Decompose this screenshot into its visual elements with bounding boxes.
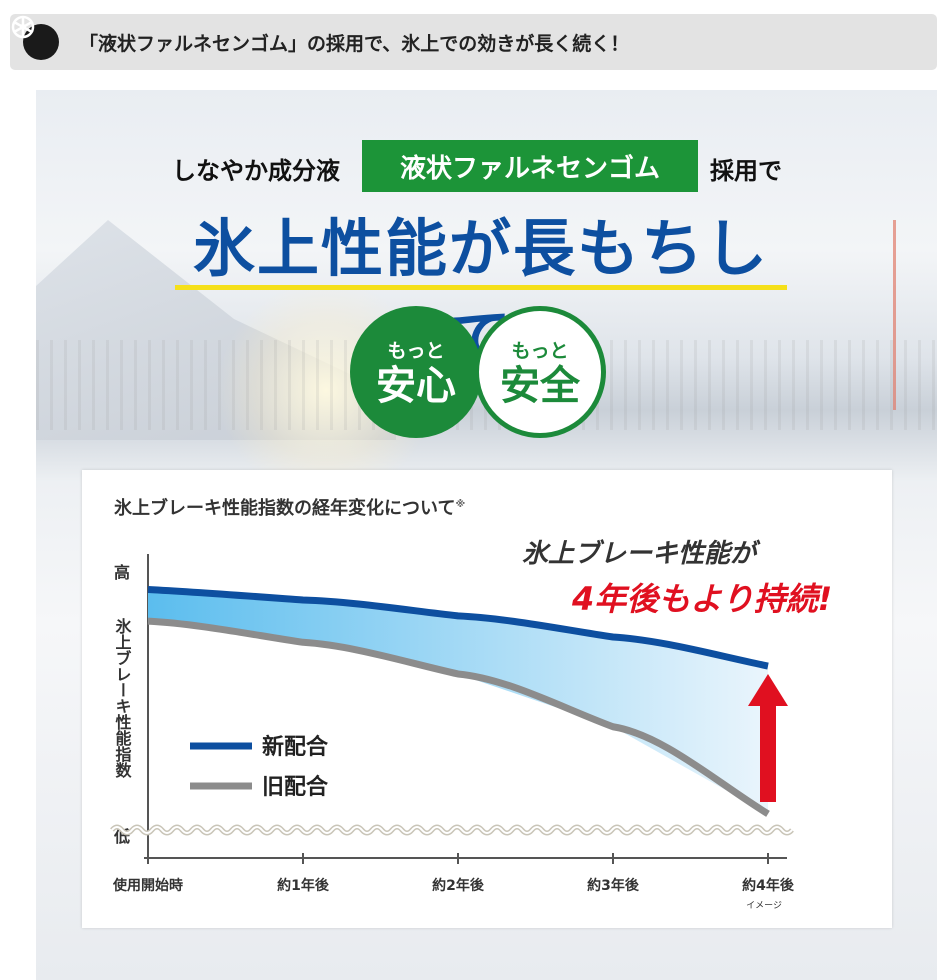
x-note: イメージ (746, 901, 782, 911)
header-text: 「液状ファルネセンゴム」の採用で、氷上での効きが長く続く！ (79, 32, 630, 55)
chart-title-note: ※ (455, 499, 466, 510)
hero-post-text: 採用で (710, 157, 782, 185)
x-tick-label: 約2年後 (432, 877, 485, 894)
legend-label: 新配合 (262, 734, 329, 760)
section-header: 「液状ファルネセンゴム」の採用で、氷上での効きが長く続く！ (10, 14, 937, 70)
chart-title-text: 氷上ブレーキ性能指数の経年変化について (114, 498, 456, 519)
y-high-label: 高 (114, 563, 130, 582)
x-tick-label: 約4年後 (742, 877, 795, 894)
legend-label: 旧配合 (262, 774, 329, 800)
hero-pre-text: しなやか成分液 (172, 157, 340, 185)
chart-panel: 氷上ブレーキ性能指数の経年変化について※ 高 低 氷上ブレーキ性能指数 新配合旧… (82, 470, 892, 928)
annotation-line1: 氷上ブレーキ性能が (522, 539, 761, 569)
y-axis-label: 氷上ブレーキ性能指数 (113, 617, 132, 779)
badge-anshin: もっと 安心 (350, 306, 482, 438)
x-tick-label: 使用開始時 (112, 877, 183, 894)
hero-highlight: 液状ファルネセンゴム (362, 140, 698, 192)
x-tick-label: 約3年後 (587, 877, 640, 894)
annotation-line2: 4年後もより持続! (571, 580, 832, 618)
tire-icon (11, 15, 59, 60)
chart-title: 氷上ブレーキ性能指数の経年変化について※ (114, 494, 465, 520)
x-tick-label: 約1年後 (277, 877, 330, 894)
axis-break-inner (111, 826, 793, 834)
badge-anzen: もっと 安全 (474, 306, 606, 438)
series-gap-area (148, 589, 768, 814)
improvement-arrow (748, 674, 788, 802)
badge-big: 安心 (376, 362, 456, 409)
badge-big: 安全 (500, 362, 580, 409)
badge-small: もっと (511, 339, 569, 362)
badge-small: もっと (387, 339, 445, 362)
headline-underline (175, 285, 787, 290)
